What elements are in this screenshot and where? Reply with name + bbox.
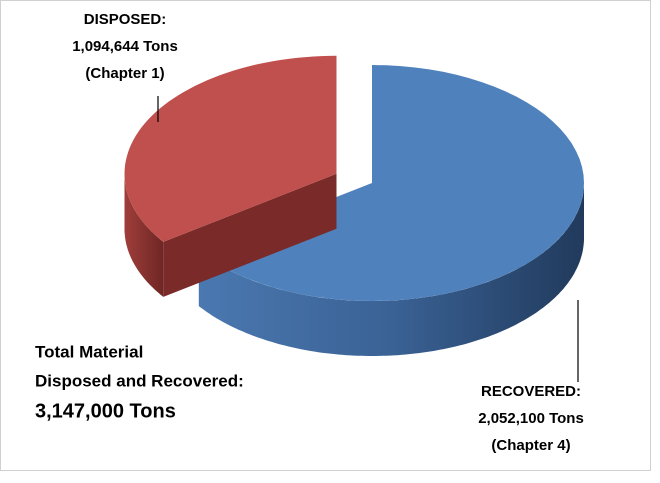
annotation: 3,147,000 Tons [35,400,176,422]
slice [124,55,337,242]
annotation: Disposed and Recovered: [35,371,244,390]
slice-side [124,174,164,297]
slice-label: RECOVERED: [481,383,581,400]
source-label: (Chapter 1) [85,65,164,82]
slice-side [198,185,585,356]
slice-wall [163,173,337,297]
source-label: (Chapter 4) [491,437,570,454]
annotation: Total Material [35,342,143,361]
value-label: 1,094,644 Tons [72,38,178,55]
slice-label: DISPOSED: [84,11,167,28]
frame [0,0,651,471]
value-label: 2,052,100 Tons [478,410,584,427]
pie [124,55,585,356]
